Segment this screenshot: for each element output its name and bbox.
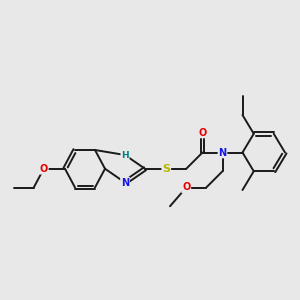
- Text: O: O: [182, 182, 190, 193]
- Text: N: N: [121, 178, 129, 188]
- Text: H: H: [121, 151, 129, 160]
- Text: O: O: [40, 164, 48, 174]
- Text: S: S: [162, 164, 170, 174]
- Text: O: O: [198, 128, 207, 137]
- Text: N: N: [218, 148, 226, 158]
